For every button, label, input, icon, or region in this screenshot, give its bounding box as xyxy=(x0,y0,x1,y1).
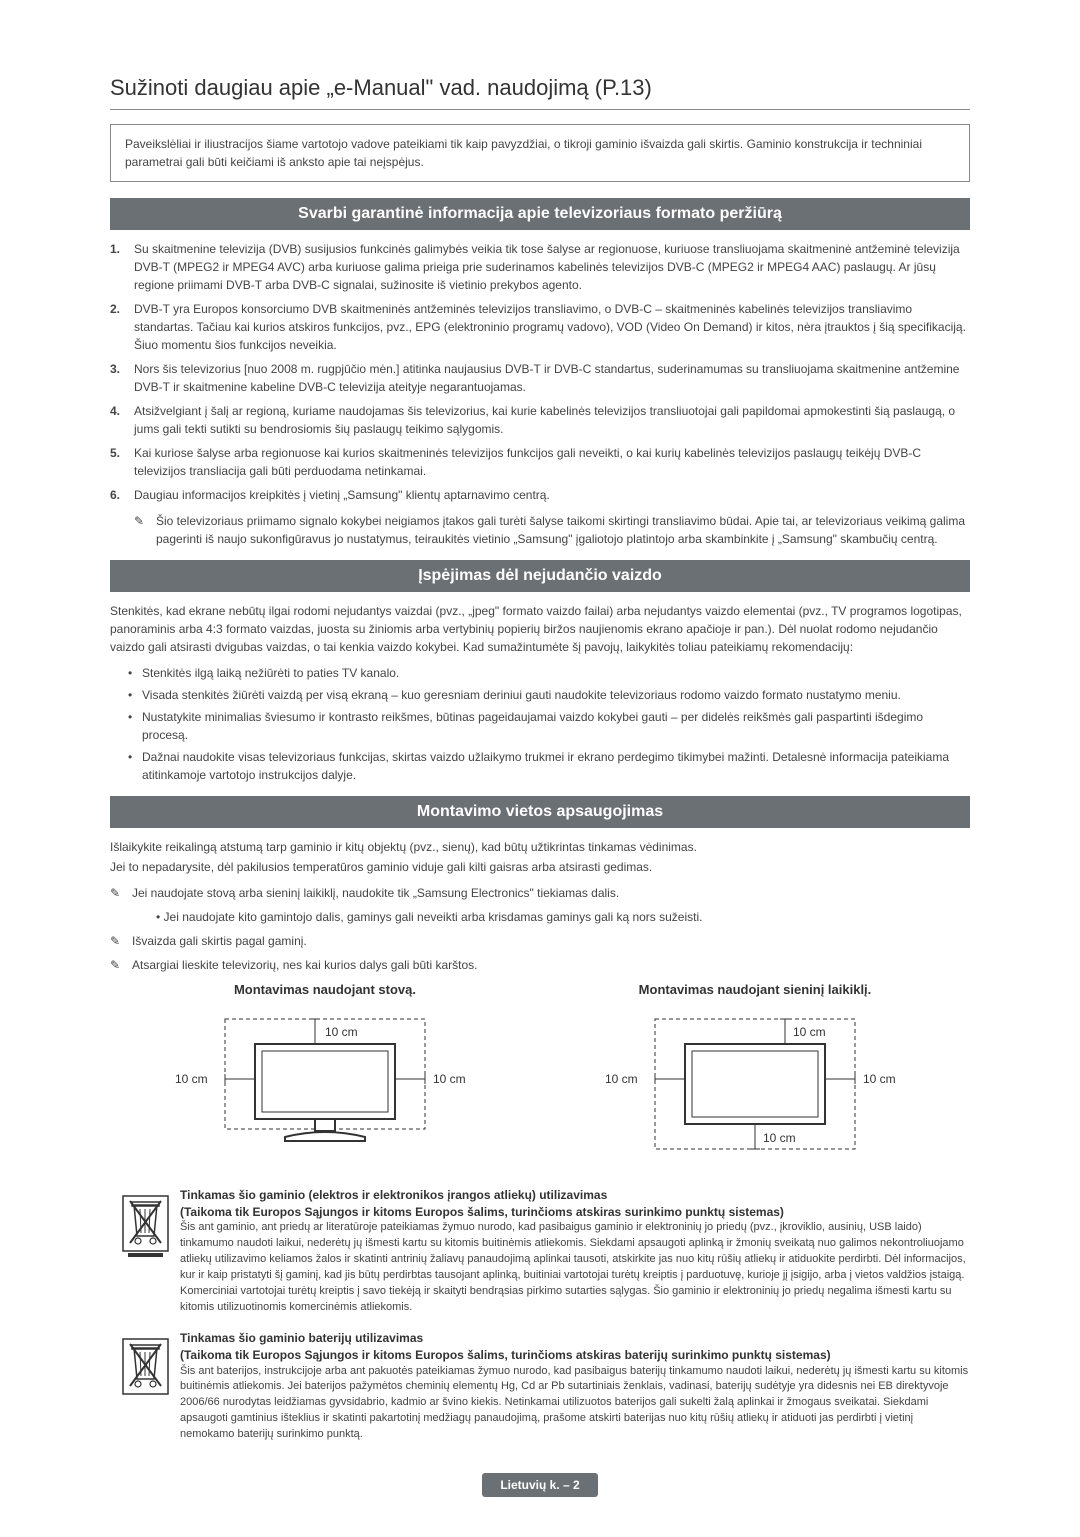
installation-para: Išlaikykite reikalingą atstumą tarp gami… xyxy=(110,838,970,856)
note-icon: ✎ xyxy=(110,956,132,974)
svg-text:10 cm: 10 cm xyxy=(605,1072,638,1086)
note-row: ✎ Šio televizoriaus priimamo signalo kok… xyxy=(134,512,970,548)
weee-applies: (Taikoma tik Europos Sąjungos ir kitoms … xyxy=(180,1347,970,1364)
weee-body: Šis ant baterijos, instrukcijoje arba an… xyxy=(180,1364,970,1444)
weee-applies: (Taikoma tik Europos Sąjungos ir kitoms … xyxy=(180,1204,970,1221)
note-icon: ✎ xyxy=(110,884,132,902)
note-row: ✎ Jei naudojate stovą arba sieninį laiki… xyxy=(110,884,970,902)
note-icon: ✎ xyxy=(134,512,156,548)
stillimage-paragraph: Stenkitės, kad ekrane nebūtų ilgai rodom… xyxy=(110,602,970,656)
warranty-list: 1.Su skaitmenine televizija (DVB) susiju… xyxy=(110,240,970,504)
page-title: Sužinoti daugiau apie „e-Manual" vad. na… xyxy=(110,75,970,110)
stand-diagram-svg: 10 cm 10 cm 10 cm xyxy=(165,1009,485,1169)
weee-title: Tinkamas šio gaminio (elektros ir elektr… xyxy=(180,1187,970,1204)
svg-text:10 cm: 10 cm xyxy=(325,1025,358,1039)
weee-battery-row: Tinkamas šio gaminio baterijų utilizavim… xyxy=(110,1330,970,1443)
list-item: Nustatykite minimalias šviesumo ir kontr… xyxy=(128,708,970,744)
weee-title: Tinkamas šio gaminio baterijų utilizavim… xyxy=(180,1330,970,1347)
sub-bullet: Jei naudojate kito gamintojo dalis, gami… xyxy=(156,908,970,926)
weee-bin-icon xyxy=(110,1187,180,1316)
weee-bin-icon xyxy=(110,1330,180,1443)
list-item: Dažnai naudokite visas televizoriaus fun… xyxy=(128,748,970,784)
list-item: 4.Atsižvelgiant į šalį ar regioną, kuria… xyxy=(110,402,970,438)
note-icon: ✎ xyxy=(110,932,132,950)
list-item: 1.Su skaitmenine televizija (DVB) susiju… xyxy=(110,240,970,294)
weee-product-row: Tinkamas šio gaminio (elektros ir elektr… xyxy=(110,1187,970,1316)
wallmount-diagram-svg: 10 cm 10 cm 10 cm 10 cm xyxy=(595,1009,915,1169)
list-item: 2.DVB-T yra Europos konsorciumo DVB skai… xyxy=(110,300,970,354)
section-stillimage-header: Įspėjimas dėl nejudančio vaizdo xyxy=(110,560,970,592)
list-item: Visada stenkitės žiūrėti vaizdą per visą… xyxy=(128,686,970,704)
disclaimer-box: Paveikslėliai ir iliustracijos šiame var… xyxy=(110,124,970,182)
diagram-title: Montavimas naudojant sieninį laikiklį. xyxy=(549,982,962,997)
weee-text: Tinkamas šio gaminio (elektros ir elektr… xyxy=(180,1187,970,1316)
list-item: 3.Nors šis televizorius [nuo 2008 m. rug… xyxy=(110,360,970,396)
svg-text:10 cm: 10 cm xyxy=(175,1072,208,1086)
diagram-stand: Montavimas naudojant stovą. 10 cm xyxy=(119,982,532,1169)
svg-text:10 cm: 10 cm xyxy=(863,1072,896,1086)
diagrams-row: Montavimas naudojant stovą. 10 cm xyxy=(110,982,970,1169)
note-row: ✎ Atsargiai lieskite televizorių, nes ka… xyxy=(110,956,970,974)
section-warranty-header: Svarbi garantinė informacija apie televi… xyxy=(110,198,970,230)
weee-body: Šis ant gaminio, ant priedų ar literatūr… xyxy=(180,1220,970,1316)
weee-text: Tinkamas šio gaminio baterijų utilizavim… xyxy=(180,1330,970,1443)
diagram-wallmount: Montavimas naudojant sieninį laikiklį. 1… xyxy=(549,982,962,1169)
list-item: 5.Kai kuriose šalyse arba regionuose kai… xyxy=(110,444,970,480)
svg-text:10 cm: 10 cm xyxy=(433,1072,466,1086)
document-page: Sužinoti daugiau apie „e-Manual" vad. na… xyxy=(0,0,1080,1537)
note-row: ✎ Išvaizda gali skirtis pagal gaminį. xyxy=(110,932,970,950)
installation-para: Jei to nepadarysite, dėl pakilusios temp… xyxy=(110,858,970,876)
section-installation-header: Montavimo vietos apsaugojimas xyxy=(110,796,970,828)
stillimage-bullets: Stenkitės ilgą laiką nežiūrėti to paties… xyxy=(128,664,970,784)
svg-text:10 cm: 10 cm xyxy=(763,1131,796,1145)
svg-text:10 cm: 10 cm xyxy=(793,1025,826,1039)
list-item: 6.Daugiau informacijos kreipkitės į viet… xyxy=(110,486,970,504)
list-item: Stenkitės ilgą laiką nežiūrėti to paties… xyxy=(128,664,970,682)
diagram-title: Montavimas naudojant stovą. xyxy=(119,982,532,997)
